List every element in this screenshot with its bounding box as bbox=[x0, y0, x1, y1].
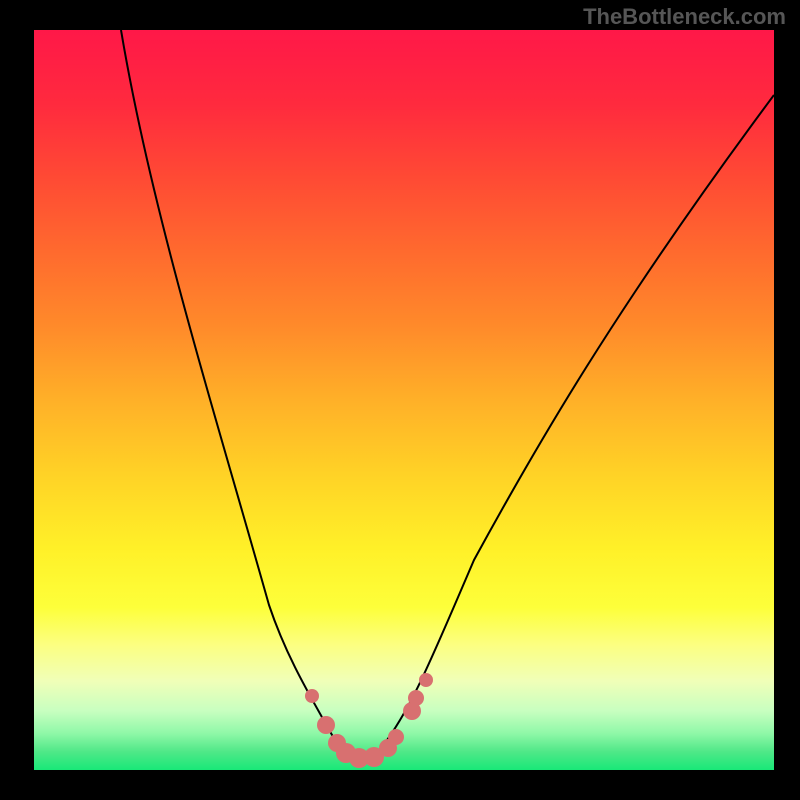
curve-layer bbox=[34, 30, 774, 770]
marker-group bbox=[305, 673, 433, 768]
curve-marker bbox=[419, 673, 433, 687]
curve-marker bbox=[305, 689, 319, 703]
curve-marker bbox=[317, 716, 335, 734]
watermark-text: TheBottleneck.com bbox=[583, 4, 786, 30]
curve-marker bbox=[388, 729, 404, 745]
bottleneck-curve bbox=[121, 30, 774, 756]
curve-marker bbox=[408, 690, 424, 706]
chart-plot-area bbox=[34, 30, 774, 770]
